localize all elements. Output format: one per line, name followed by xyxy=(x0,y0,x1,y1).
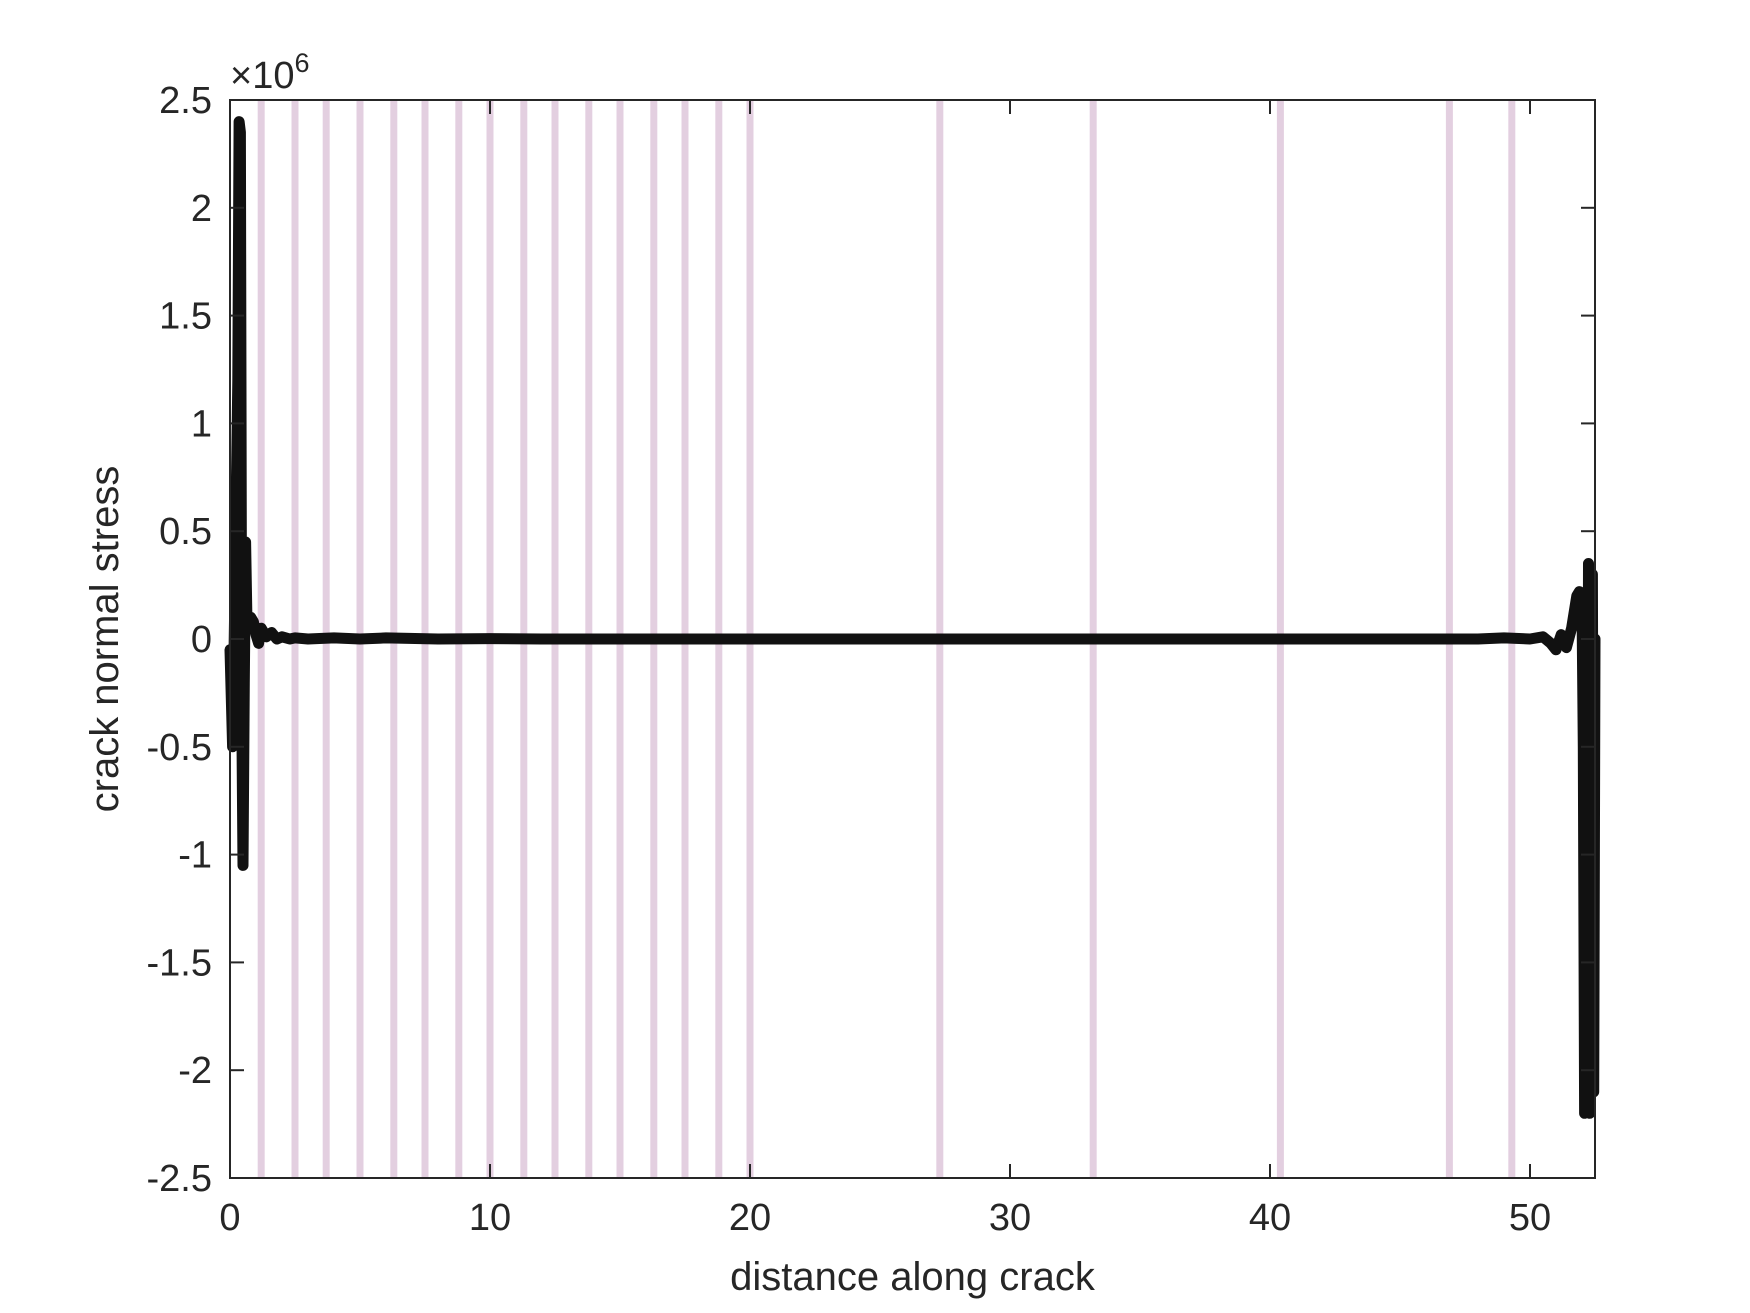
x-tick-label: 0 xyxy=(219,1197,240,1239)
x-axis-label: distance along crack xyxy=(730,1255,1096,1299)
plot-area xyxy=(224,99,1601,1179)
x-tick-label: 50 xyxy=(1509,1197,1551,1239)
y-tick-label: 0 xyxy=(191,619,212,661)
y-tick-label: -1 xyxy=(178,835,212,877)
y-tick-label: 2 xyxy=(191,188,212,230)
x-tick-label: 40 xyxy=(1249,1197,1291,1239)
y-exponent-power: 6 xyxy=(294,48,309,78)
y-tick-label: 0.5 xyxy=(159,511,212,553)
y-exponent-base: ×10 xyxy=(230,55,294,97)
y-tick-label: -2 xyxy=(178,1050,212,1092)
y-tick-label: 2.5 xyxy=(159,80,212,122)
y-exponent-label: ×106 xyxy=(230,48,310,97)
y-axis-label: crack normal stress xyxy=(83,466,127,813)
tick-labels: 0 10 20 30 40 50 2.5 2 1.5 1 0.5 0 -0.5 -1 -1.5 -2 -2.5 xyxy=(147,80,1552,1239)
y-tick-label: -1.5 xyxy=(147,942,212,984)
axis-ticks xyxy=(229,99,1595,1179)
x-tick-label: 20 xyxy=(729,1197,771,1239)
x-tick-label: 30 xyxy=(989,1197,1031,1239)
y-tick-label: 1 xyxy=(191,403,212,445)
y-tick-label: -0.5 xyxy=(147,727,212,769)
series-line xyxy=(224,116,1601,1119)
series-layer xyxy=(224,116,1601,1119)
x-tick-label: 10 xyxy=(469,1197,511,1239)
y-tick-label: -2.5 xyxy=(147,1158,212,1200)
y-tick-label: 1.5 xyxy=(159,296,212,338)
